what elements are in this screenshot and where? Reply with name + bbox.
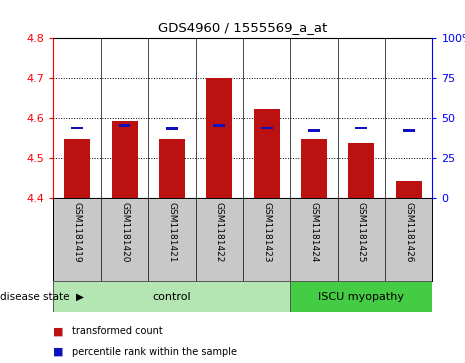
- Text: GSM1181419: GSM1181419: [73, 202, 82, 263]
- Bar: [71, 127, 83, 129]
- Bar: [253, 109, 279, 198]
- Text: ■: ■: [53, 347, 64, 357]
- Text: GSM1181423: GSM1181423: [262, 202, 271, 262]
- Bar: [301, 139, 327, 198]
- Text: GSM1181422: GSM1181422: [215, 202, 224, 262]
- Bar: [308, 129, 320, 132]
- Bar: [348, 143, 374, 198]
- Text: disease state  ▶: disease state ▶: [0, 292, 84, 302]
- Bar: [206, 78, 232, 198]
- Text: GSM1181421: GSM1181421: [167, 202, 176, 262]
- Title: GDS4960 / 1555569_a_at: GDS4960 / 1555569_a_at: [159, 21, 327, 34]
- Text: control: control: [153, 292, 191, 302]
- Bar: [403, 129, 415, 132]
- Bar: [290, 281, 432, 312]
- Text: GSM1181420: GSM1181420: [120, 202, 129, 262]
- Bar: [64, 139, 90, 198]
- Text: transformed count: transformed count: [72, 326, 163, 337]
- Bar: [53, 281, 290, 312]
- Bar: [119, 124, 131, 127]
- Bar: [261, 127, 272, 129]
- Bar: [166, 127, 178, 130]
- Bar: [112, 121, 138, 198]
- Text: ISCU myopathy: ISCU myopathy: [319, 292, 405, 302]
- Text: GSM1181424: GSM1181424: [310, 202, 319, 262]
- Text: GSM1181425: GSM1181425: [357, 202, 366, 262]
- Bar: [396, 181, 422, 198]
- Bar: [213, 124, 225, 127]
- Bar: [159, 139, 185, 198]
- Bar: [355, 127, 367, 129]
- Text: percentile rank within the sample: percentile rank within the sample: [72, 347, 237, 357]
- Text: ■: ■: [53, 326, 64, 337]
- Text: GSM1181426: GSM1181426: [404, 202, 413, 262]
